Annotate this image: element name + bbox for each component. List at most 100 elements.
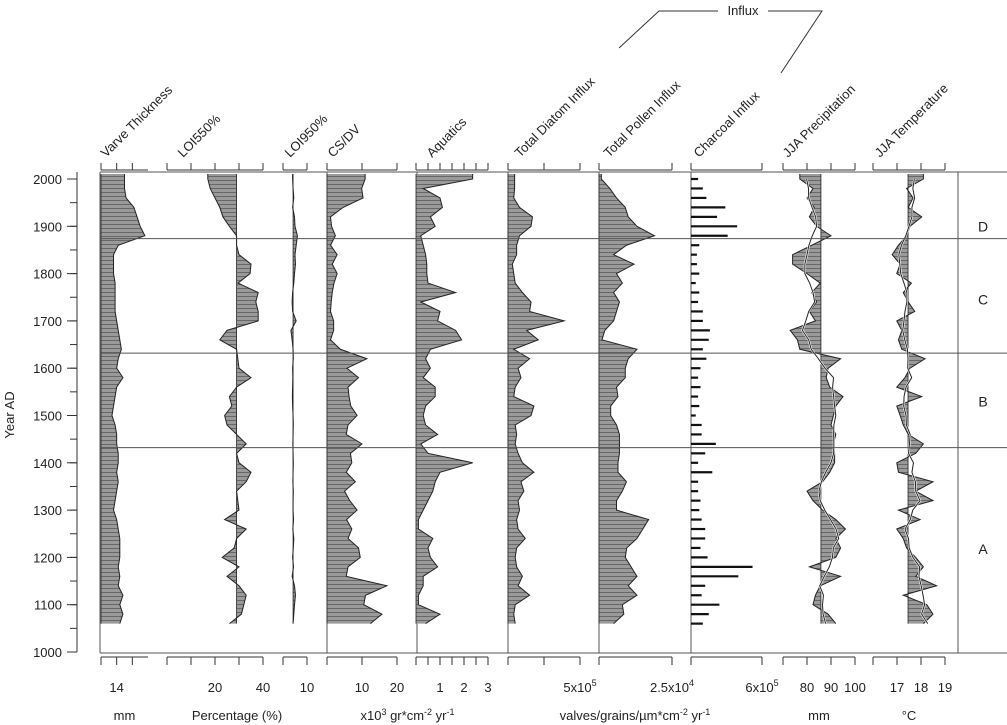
y-tick-label: 1400	[33, 456, 62, 471]
unit-text: mm	[114, 708, 136, 723]
tick-label: 14	[109, 680, 123, 695]
series-fill	[290, 174, 298, 624]
panel-cs-dv: CS/DV 10 20	[325, 121, 405, 695]
tick-label-text: 80	[800, 680, 814, 695]
tick-label-text: 40	[256, 680, 270, 695]
unit-label: mm	[114, 708, 136, 723]
panel-jja-temperature: JJA Temperature 17 18 19	[872, 81, 953, 695]
unit-text: °C	[902, 708, 917, 723]
tick-label: 100	[844, 680, 866, 695]
zone-label-D: D	[978, 218, 988, 234]
tick-label-text: 18	[914, 680, 928, 695]
tick-label: 1	[436, 680, 443, 695]
panel-loi550-: LOI550% 20 40	[166, 111, 270, 695]
tick-label-text: 2	[460, 680, 467, 695]
tick-label-text: 10	[355, 680, 369, 695]
tick-label-text: 2.5x10	[650, 680, 689, 695]
tick-label: 80	[800, 680, 814, 695]
panel-title: Varve Thickness	[98, 82, 176, 160]
panel-charcoal-influx: Charcoal Influx 6x105	[690, 88, 779, 695]
y-tick-label: 1200	[33, 550, 62, 565]
panel-title: LOI550%	[175, 111, 224, 160]
unit-label: Percentage (%)	[192, 708, 282, 723]
tick-label: 18	[914, 680, 928, 695]
tick-label-text: 6x10	[745, 680, 773, 695]
y-tick-label: 1700	[33, 314, 62, 329]
series-fill	[416, 174, 473, 624]
series-line	[511, 174, 567, 624]
series-line	[111, 174, 146, 624]
series-line	[417, 174, 474, 625]
unit-text: valves/grains/µm*cm	[560, 708, 680, 723]
smoothed-line	[801, 178, 840, 624]
panel-title: CS/DV	[325, 121, 364, 160]
year-axis: Year AD 1000 1100 1200 1300 1400 1500 1600 1700…	[2, 172, 78, 660]
smoothed-line	[898, 178, 929, 624]
zones: D C B A	[100, 218, 1007, 557]
unit-exponent: -1	[447, 707, 455, 717]
tick-label-exponent: 5	[774, 678, 779, 688]
panel-loi950-: LOI950% 10	[282, 111, 331, 695]
unit-text: Percentage (%)	[192, 708, 282, 723]
panel-title: JJA Temperature	[872, 81, 951, 160]
tick-label: 5x105	[563, 678, 596, 695]
influx-group-label: Influx	[727, 3, 759, 18]
y-tick-label: 1300	[33, 503, 62, 518]
unit-exponent: -2	[680, 707, 688, 717]
unit-label: x103 gr*cm-2 yr-1	[360, 707, 454, 723]
series-line	[600, 174, 656, 624]
unit-exponent: 3	[381, 707, 386, 717]
tick-label-text: 20	[208, 680, 222, 695]
y-tick-label: 1900	[33, 219, 62, 234]
series-fill	[790, 174, 846, 624]
tick-label: 19	[938, 680, 952, 695]
influx-group-bracket: Influx	[618, 3, 823, 74]
unit-text: x10	[360, 708, 381, 723]
y-tick-label: 2000	[33, 172, 62, 187]
series-fill	[508, 174, 565, 624]
tick-label-text: 100	[844, 680, 866, 695]
tick-label-text: 20	[390, 680, 404, 695]
panel-title: JJA Precipitation	[780, 82, 859, 161]
panel-jja-precipitation: JJA Precipitation 80 90 100	[780, 82, 866, 695]
series-line	[329, 174, 389, 625]
y-tick-label: 1500	[33, 409, 62, 424]
tick-label-text: 14	[109, 680, 123, 695]
tick-label: 40	[256, 680, 270, 695]
unit-label: mm	[808, 708, 830, 723]
unit-text: gr*cm	[386, 708, 424, 723]
panel-title: Charcoal Influx	[691, 88, 763, 160]
unit-label: °C	[902, 708, 917, 723]
panel-total-diatom-influx: Total Diatom Influx 5x105	[507, 74, 598, 695]
tick-label: 10	[300, 680, 314, 695]
series-line	[891, 174, 939, 624]
tick-label: 2.5x104	[650, 678, 694, 695]
tick-label-text: 90	[824, 680, 838, 695]
panel-total-pollen-influx: Total Pollen Influx 2.5x104	[598, 77, 694, 695]
series-line	[789, 174, 847, 624]
y-tick-label: 1800	[33, 267, 62, 282]
tick-label-text: 3	[484, 680, 491, 695]
panel-title: Total Pollen Influx	[601, 77, 684, 160]
y-axis-label: Year AD	[2, 391, 17, 438]
zone-label-C: C	[978, 292, 988, 308]
tick-label-exponent: 5	[592, 678, 597, 688]
tick-label: 17	[890, 680, 904, 695]
series-fill	[599, 174, 655, 624]
tick-label: 3	[484, 680, 491, 695]
zone-label-B: B	[978, 393, 987, 409]
y-tick-label: 1600	[33, 361, 62, 376]
tick-label: 10	[355, 680, 369, 695]
zone-label-A: A	[978, 541, 988, 557]
tick-label: 90	[824, 680, 838, 695]
panel-title: LOI950%	[282, 111, 331, 160]
tick-label-text: 17	[890, 680, 904, 695]
y-tick-label: 1100	[34, 598, 62, 613]
unit-label: valves/grains/µm*cm-2 yr-1	[560, 707, 711, 723]
tick-label-text: 19	[938, 680, 952, 695]
series-fill	[207, 174, 259, 624]
unit-exponent: -2	[424, 707, 432, 717]
series-fill	[327, 174, 387, 624]
